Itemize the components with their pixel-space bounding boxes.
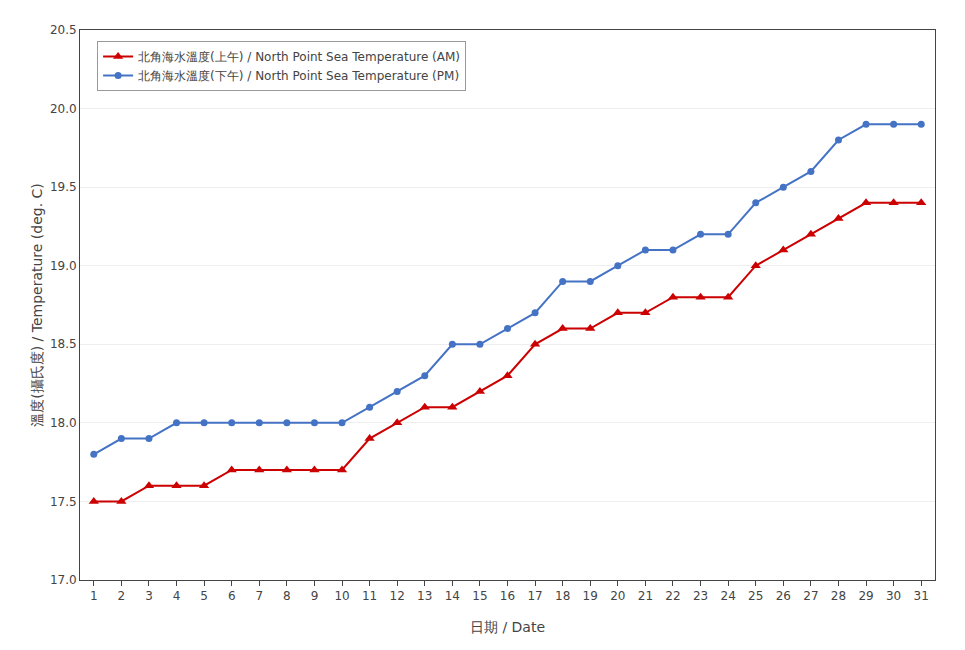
svg-text:23: 23 xyxy=(693,589,708,603)
svg-text:17.5: 17.5 xyxy=(50,495,77,509)
svg-text:19.5: 19.5 xyxy=(50,180,77,194)
svg-text:9: 9 xyxy=(311,589,319,603)
svg-text:15: 15 xyxy=(472,589,487,603)
svg-text:17: 17 xyxy=(527,589,542,603)
svg-text:北角海水溫度(下午) / North Point Sea T: 北角海水溫度(下午) / North Point Sea Temperature… xyxy=(138,69,459,83)
svg-text:北角海水溫度(上午) / North Point Sea T: 北角海水溫度(上午) / North Point Sea Temperature… xyxy=(138,50,460,64)
svg-text:26: 26 xyxy=(776,589,791,603)
svg-text:5: 5 xyxy=(200,589,208,603)
svg-text:20: 20 xyxy=(610,589,625,603)
svg-text:8: 8 xyxy=(283,589,291,603)
svg-text:28: 28 xyxy=(831,589,846,603)
svg-text:6: 6 xyxy=(228,589,236,603)
svg-text:19.0: 19.0 xyxy=(50,259,77,273)
svg-text:27: 27 xyxy=(803,589,818,603)
svg-text:13: 13 xyxy=(417,589,432,603)
svg-text:7: 7 xyxy=(255,589,263,603)
svg-text:3: 3 xyxy=(145,589,153,603)
svg-text:11: 11 xyxy=(362,589,377,603)
svg-text:31: 31 xyxy=(914,589,929,603)
svg-text:18: 18 xyxy=(555,589,570,603)
svg-text:16: 16 xyxy=(500,589,515,603)
svg-text:2: 2 xyxy=(118,589,126,603)
svg-text:18.0: 18.0 xyxy=(50,416,77,430)
svg-text:20.5: 20.5 xyxy=(50,23,77,37)
svg-text:19: 19 xyxy=(583,589,598,603)
svg-text:24: 24 xyxy=(721,589,736,603)
svg-text:溫度(攝氏度) / Temperature (deg. C): 溫度(攝氏度) / Temperature (deg. C) xyxy=(29,183,45,427)
svg-text:12: 12 xyxy=(390,589,405,603)
svg-text:22: 22 xyxy=(665,589,680,603)
svg-text:21: 21 xyxy=(638,589,653,603)
svg-text:29: 29 xyxy=(858,589,873,603)
svg-text:17.0: 17.0 xyxy=(50,573,77,587)
svg-text:20.0: 20.0 xyxy=(50,102,77,116)
svg-text:4: 4 xyxy=(173,589,181,603)
svg-text:1: 1 xyxy=(90,589,98,603)
svg-text:30: 30 xyxy=(886,589,901,603)
svg-text:日期 / Date: 日期 / Date xyxy=(470,619,545,635)
svg-text:14: 14 xyxy=(445,589,460,603)
svg-text:10: 10 xyxy=(334,589,349,603)
svg-text:25: 25 xyxy=(748,589,763,603)
svg-text:18.5: 18.5 xyxy=(50,337,77,351)
